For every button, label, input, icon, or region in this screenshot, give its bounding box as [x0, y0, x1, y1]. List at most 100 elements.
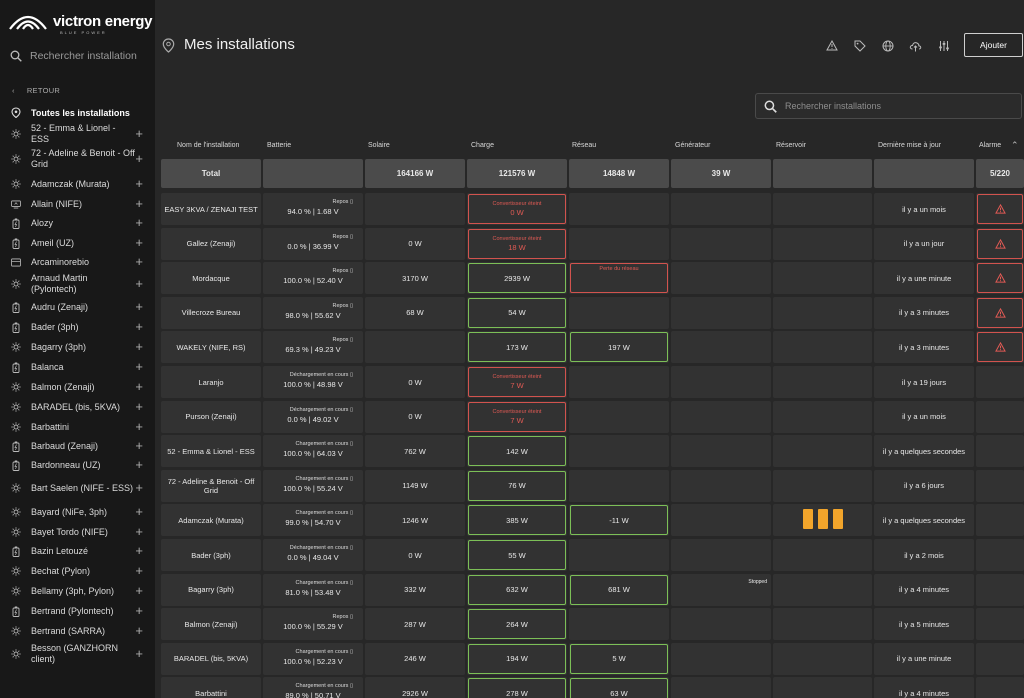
- table-row[interactable]: 52 - Emma & Lionel - ESS Chargement en co…: [161, 435, 1024, 468]
- sidebar-item[interactable]: Bertrand (Pylontech) +: [0, 601, 155, 621]
- sidebar-item[interactable]: Arnaud Martin (Pylontech) +: [0, 271, 155, 297]
- col-header-grid[interactable]: Réseau: [572, 142, 597, 149]
- sidebar-item[interactable]: Arcaminorebio +: [0, 253, 155, 271]
- warning-icon[interactable]: [824, 38, 839, 53]
- table-row[interactable]: Villecroze Bureau Repos ▯ 98.0 % | 55.62 V…: [161, 296, 1024, 329]
- sidebar-item[interactable]: BARADEL (bis, 5KVA) +: [0, 397, 155, 417]
- add-installation-button[interactable]: Ajouter: [964, 33, 1023, 57]
- expand-plus-icon[interactable]: +: [135, 504, 143, 519]
- sidebar-item[interactable]: Bayet Tordo (NIFE) +: [0, 523, 155, 541]
- col-header-tank[interactable]: Réservoir: [776, 142, 806, 149]
- table-row[interactable]: Adamczak (Murata) Chargement en cours ▯ 99…: [161, 504, 1024, 537]
- table-row[interactable]: Laranjo Déchargement en cours ▯ 100.0 % | …: [161, 366, 1024, 398]
- expand-plus-icon[interactable]: +: [135, 399, 143, 414]
- table-row[interactable]: 72 - Adeline & Benoit - Off Grid Chargeme…: [161, 469, 1024, 502]
- sidebar-item[interactable]: Balanca +: [0, 357, 155, 377]
- expand-plus-icon[interactable]: +: [135, 359, 143, 374]
- expand-plus-icon[interactable]: +: [135, 583, 143, 598]
- sidebar-item[interactable]: Bazin Letouzé +: [0, 541, 155, 561]
- table-row[interactable]: Bagarry (3ph) Chargement en cours ▯ 81.0 %…: [161, 573, 1024, 606]
- table-row[interactable]: Bader (3ph) Déchargement en cours ▯ 0.0 % …: [161, 539, 1024, 571]
- col-header-generator[interactable]: Générateur: [675, 142, 711, 149]
- alarm-box[interactable]: [977, 194, 1023, 224]
- installation-name[interactable]: Bader (3ph): [161, 539, 261, 571]
- sidebar-item[interactable]: Bayard (NiFe, 3ph) +: [0, 501, 155, 523]
- installation-name[interactable]: Laranjo: [161, 366, 261, 398]
- alarm-box[interactable]: [977, 297, 1023, 328]
- col-header-last-update[interactable]: Dernière mise à jour: [878, 142, 942, 149]
- expand-plus-icon[interactable]: +: [135, 623, 143, 638]
- sidebar-item[interactable]: Bechat (Pylon) +: [0, 561, 155, 581]
- expand-plus-icon[interactable]: +: [135, 176, 143, 191]
- installation-name[interactable]: WAKELY (NIFE, RS): [161, 331, 261, 364]
- cloud-upload-icon[interactable]: [908, 38, 923, 53]
- installation-name[interactable]: 72 - Adeline & Benoit - Off Grid: [161, 469, 261, 502]
- sidebar-item[interactable]: 52 - Emma & Lionel - ESS +: [0, 123, 155, 145]
- expand-plus-icon[interactable]: +: [135, 438, 143, 453]
- installation-name[interactable]: Purson (Zenaji): [161, 400, 261, 433]
- table-row[interactable]: WAKELY (NIFE, RS) Repos ▯ 69.3 % | 49.23 V…: [161, 331, 1024, 364]
- expand-plus-icon[interactable]: +: [135, 379, 143, 394]
- expand-plus-icon[interactable]: +: [135, 319, 143, 334]
- table-row[interactable]: EASY 3KVA / ZENAJI TEST Repos ▯ 94.0 % | 1…: [161, 193, 1024, 225]
- sidebar-item[interactable]: Barbattini +: [0, 417, 155, 437]
- sidebar-item[interactable]: Alozy +: [0, 213, 155, 233]
- expand-plus-icon[interactable]: +: [135, 151, 143, 166]
- sidebar-item[interactable]: Allain (NIFE) +: [0, 195, 155, 213]
- expand-plus-icon[interactable]: +: [135, 563, 143, 578]
- installation-name[interactable]: Villecroze Bureau: [161, 296, 261, 329]
- sidebar-item[interactable]: Audru (Zenaji) +: [0, 297, 155, 317]
- expand-plus-icon[interactable]: +: [135, 646, 143, 661]
- expand-plus-icon[interactable]: +: [135, 480, 143, 495]
- expand-plus-icon[interactable]: +: [135, 254, 143, 269]
- installation-name[interactable]: Gallez (Zenaji): [161, 227, 261, 260]
- sidebar-item[interactable]: Besson (GANZHORN client) +: [0, 641, 155, 667]
- sidebar-item[interactable]: Barbaud (Zenaji) +: [0, 437, 155, 455]
- table-row[interactable]: BARADEL (bis, 5KVA) Chargement en cours ▯…: [161, 642, 1024, 675]
- sidebar-search[interactable]: Rechercher installation: [10, 50, 137, 62]
- back-link[interactable]: ‹ RETOUR: [12, 86, 60, 95]
- globe-icon[interactable]: [880, 38, 895, 53]
- expand-plus-icon[interactable]: +: [135, 603, 143, 618]
- sidebar-item[interactable]: Bader (3ph) +: [0, 317, 155, 337]
- expand-plus-icon[interactable]: +: [135, 126, 143, 141]
- chevron-up-icon[interactable]: ⌃: [1011, 140, 1019, 150]
- installation-name[interactable]: 52 - Emma & Lionel - ESS: [161, 435, 261, 468]
- sidebar-item[interactable]: Bertrand (SARRA) +: [0, 621, 155, 641]
- expand-plus-icon[interactable]: +: [135, 299, 143, 314]
- expand-plus-icon[interactable]: +: [135, 196, 143, 211]
- expand-plus-icon[interactable]: +: [135, 543, 143, 558]
- col-header-battery[interactable]: Batterie: [267, 142, 292, 149]
- alarm-box[interactable]: [977, 228, 1023, 259]
- installation-name[interactable]: Adamczak (Murata): [161, 504, 261, 537]
- sidebar-item[interactable]: Ameil (UZ) +: [0, 233, 155, 253]
- sidebar-item[interactable]: Bellamy (3ph, Pylon) +: [0, 581, 155, 601]
- sidebar-item[interactable]: Bardonneau (UZ) +: [0, 455, 155, 475]
- expand-plus-icon[interactable]: +: [135, 276, 143, 291]
- expand-plus-icon[interactable]: +: [135, 235, 143, 250]
- alarm-box[interactable]: [977, 332, 1023, 363]
- sidebar-item[interactable]: Balmon (Zenaji) +: [0, 377, 155, 397]
- installation-name[interactable]: EASY 3KVA / ZENAJI TEST: [161, 193, 261, 225]
- col-header-charge[interactable]: Charge: [471, 142, 494, 149]
- table-row[interactable]: Barbattini Chargement en cours ▯ 89.0 % | …: [161, 677, 1024, 698]
- tag-icon[interactable]: [852, 38, 867, 53]
- expand-plus-icon[interactable]: +: [135, 419, 143, 434]
- sidebar-item[interactable]: Adamczak (Murata) +: [0, 173, 155, 195]
- victron-logo[interactable]: victron energy BLUE POWER: [8, 9, 152, 35]
- sidebar-item[interactable]: 72 - Adeline & Benoit - Off Grid +: [0, 145, 155, 173]
- expand-plus-icon[interactable]: +: [135, 215, 143, 230]
- sidebar-item[interactable]: Bagarry (3ph) +: [0, 337, 155, 357]
- col-header-alarm[interactable]: Alarme: [979, 142, 1002, 149]
- all-installations-link[interactable]: Toutes les installations: [11, 107, 130, 118]
- col-header-solar[interactable]: Solaire: [368, 142, 390, 149]
- installations-search-input[interactable]: Rechercher installations: [755, 93, 1022, 119]
- sidebar-item[interactable]: Bart Saelen (NIFE - ESS) +: [0, 475, 155, 501]
- col-header-name[interactable]: Nom de l'installation: [177, 142, 240, 149]
- expand-plus-icon[interactable]: +: [135, 524, 143, 539]
- installation-name[interactable]: Bagarry (3ph): [161, 573, 261, 606]
- installation-name[interactable]: BARADEL (bis, 5KVA): [161, 642, 261, 675]
